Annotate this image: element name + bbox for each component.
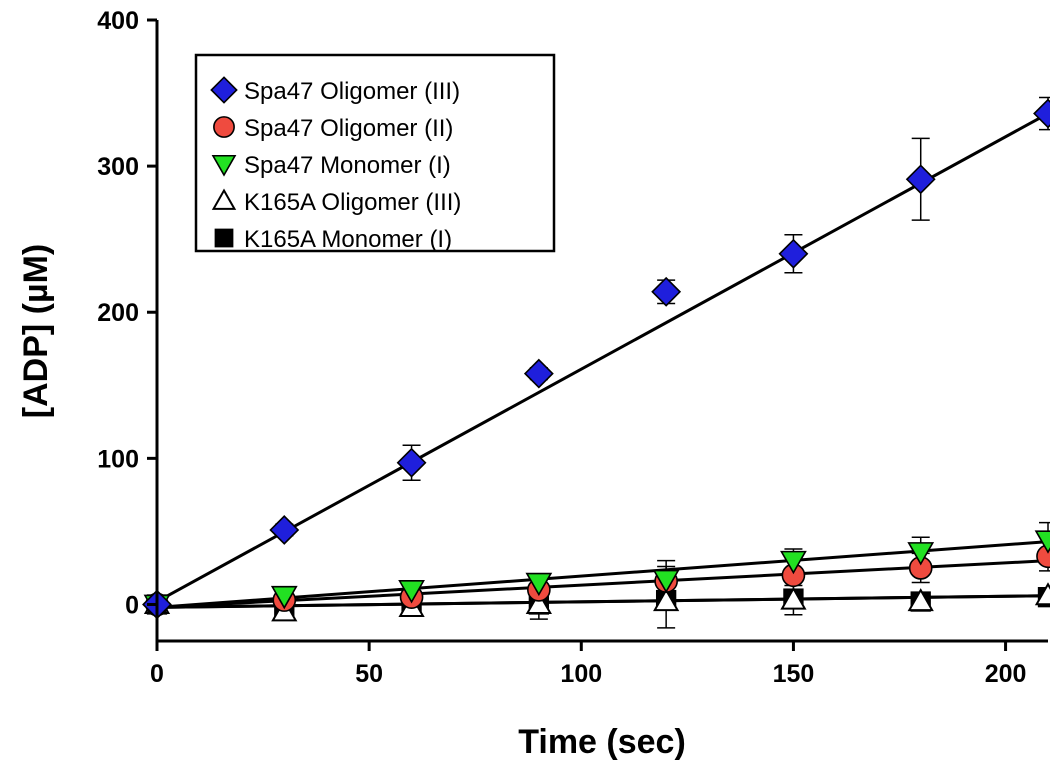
data-point <box>396 447 427 478</box>
data-point <box>653 588 680 612</box>
legend-label: Spa47 Monomer (I) <box>244 152 451 179</box>
data-point <box>780 586 807 610</box>
legend-label: K165A Monomer (I) <box>244 226 452 253</box>
x-tick-label: 150 <box>773 660 815 688</box>
legend-box <box>194 53 556 253</box>
data-point <box>907 588 934 612</box>
data-point <box>905 164 936 195</box>
fit-line <box>156 112 1049 603</box>
y-tick-label: 200 <box>97 299 139 327</box>
legend-label: K165A Oligomer (III) <box>244 189 461 216</box>
data-point <box>652 569 680 594</box>
axes-layer: 0 50 100 150 200 0 100 200 300 400 <box>97 7 1048 688</box>
fit-lines-layer <box>156 112 1049 609</box>
legend-marker <box>211 188 237 210</box>
y-tick-label: 0 <box>125 591 139 619</box>
data-point <box>398 580 425 604</box>
data-point <box>269 515 300 545</box>
legend-label: Spa47 Oligomer (III) <box>244 78 460 105</box>
x-tick-label: 0 <box>150 660 164 688</box>
data-point <box>778 238 809 269</box>
fit-line <box>156 594 1049 609</box>
fit-line <box>156 540 1049 609</box>
x-tick-label: 100 <box>560 660 602 688</box>
data-point <box>523 358 554 389</box>
legend-label: Spa47 Oligomer (II) <box>244 115 453 142</box>
legend-marker <box>210 76 238 104</box>
data-point <box>525 591 552 615</box>
data-point <box>525 572 553 597</box>
x-tick-label: 200 <box>985 660 1027 688</box>
legend-marker <box>211 154 237 177</box>
data-point <box>780 550 807 575</box>
y-tick-label: 100 <box>97 445 139 473</box>
legend: Spa47 Oligomer (III) Spa47 Oligomer (II) S… <box>194 53 556 253</box>
data-point <box>1034 530 1050 554</box>
data-point <box>1033 98 1050 129</box>
legend-marker <box>213 116 235 138</box>
legend-marker <box>214 228 234 248</box>
fit-line <box>156 559 1049 609</box>
x-axis-label: Time (sec) <box>518 723 686 761</box>
data-point <box>1034 582 1050 606</box>
points-layer <box>142 98 1050 622</box>
data-point <box>907 542 935 566</box>
x-tick-label: 50 <box>355 660 383 688</box>
y-tick-label: 400 <box>97 7 139 35</box>
data-point <box>651 276 682 307</box>
y-axis-label: [ADP] (µM) <box>17 244 55 418</box>
y-tick-label: 300 <box>97 153 139 181</box>
data-point <box>270 585 298 610</box>
